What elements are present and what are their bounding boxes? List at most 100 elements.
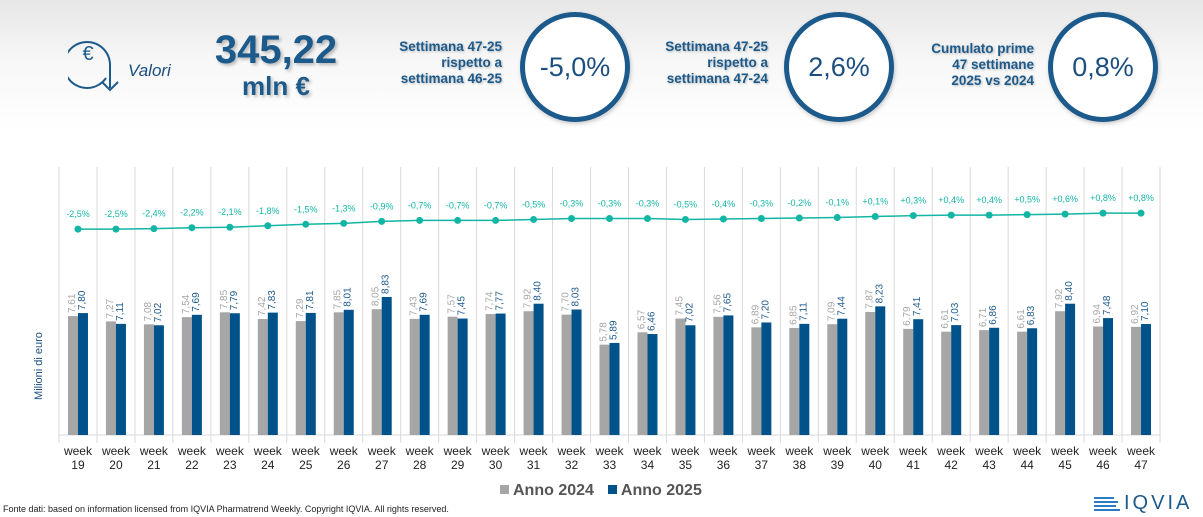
- x-tick-label: week: [860, 444, 890, 458]
- bar-label-2025: 7,10: [1140, 301, 1151, 321]
- cumulative-line: -2,5% -2,5% -2,4% -2,2% -2,1% -1,8% -1,5% -1,3%…: [66, 193, 1154, 233]
- x-tick-label: 36: [717, 458, 731, 472]
- kpi-label-cumulative: Cumulato prime 47 settimane 2025 vs 2024: [918, 41, 1034, 89]
- x-tick-label: 21: [147, 458, 161, 472]
- x-tick-label: 32: [565, 458, 579, 472]
- bar-2024: [751, 327, 762, 435]
- bar-2024: [143, 324, 154, 435]
- legend: Anno 2024 Anno 2025: [500, 482, 702, 500]
- bar-label-2024: 8,05: [371, 286, 382, 306]
- bar-2024: [181, 317, 192, 435]
- bar-2024: [637, 332, 648, 435]
- bar-2025: [457, 318, 468, 435]
- bar-2024: [219, 312, 230, 435]
- bar-label-2025: 7,81: [305, 290, 316, 310]
- bar-label-2024: 6,92: [1130, 304, 1141, 324]
- logo-lines-icon: [1094, 496, 1120, 511]
- bar-label-2025: 7,69: [191, 292, 202, 312]
- x-tick-label: 42: [945, 458, 959, 472]
- bar-label-2024: 7,70: [561, 292, 572, 312]
- x-tick-label: week: [253, 444, 283, 458]
- x-tick-label: week: [139, 444, 169, 458]
- line-point: [985, 211, 993, 219]
- kpi-label-line: Cumulato prime: [931, 41, 1034, 56]
- bar-2024: [561, 314, 572, 435]
- kpi-label-line: rispetto a: [707, 55, 768, 70]
- bar-label-2024: 7,92: [1054, 288, 1065, 308]
- kpi-label-line: Settimana 47-25: [399, 39, 502, 54]
- line-point: [1137, 209, 1145, 217]
- total-value-kpi: 345,22 mln €: [206, 28, 346, 100]
- bar-label-2024: 7,09: [826, 301, 837, 321]
- x-tick-label: 37: [755, 458, 769, 472]
- bar-label-2025: 5,89: [609, 320, 620, 340]
- line-point: [643, 214, 651, 222]
- line-label: -2,4%: [142, 209, 166, 219]
- bar-label-2024: 7,56: [712, 294, 723, 314]
- bar-label-2025: 7,11: [798, 302, 809, 321]
- bar-2024: [1131, 326, 1142, 435]
- kpi-label-line: 47 settimane: [952, 57, 1034, 72]
- line-point: [226, 223, 234, 231]
- legend-item-2024: Anno 2024: [500, 482, 594, 500]
- bar-2025: [875, 306, 886, 435]
- source-note: Fonte dati: based on information license…: [3, 504, 449, 514]
- x-tick-label: 47: [1134, 458, 1148, 472]
- line-label: -1,3%: [332, 203, 356, 213]
- line-label: +0,4%: [976, 195, 1002, 205]
- kpi-label-line: 2025 vs 2024: [951, 73, 1034, 88]
- line-label: -0,3%: [750, 198, 774, 208]
- bar-2024: [409, 318, 420, 435]
- bar-2024: [523, 311, 534, 435]
- bar-label-2024: 7,45: [674, 296, 685, 316]
- bar-2024: [447, 316, 458, 435]
- x-tick-label: 33: [603, 458, 617, 472]
- bar-label-2025: 7,02: [684, 302, 695, 322]
- svg-text:€: €: [82, 43, 93, 65]
- bar-2024: [827, 324, 838, 435]
- bar-2025: [913, 319, 924, 435]
- line-label: -0,3%: [560, 198, 584, 208]
- bar-label-2025: 7,02: [153, 302, 164, 322]
- x-tick-label: week: [936, 444, 966, 458]
- bar-2024: [105, 321, 116, 435]
- x-tick-label: week: [1050, 444, 1080, 458]
- x-tick-label: 31: [527, 458, 541, 472]
- bar-2024: [67, 316, 78, 435]
- x-tick-label: week: [670, 444, 700, 458]
- x-tick-label: week: [405, 444, 435, 458]
- x-tick-label: week: [898, 444, 928, 458]
- line-point: [112, 225, 120, 233]
- x-tick-label: week: [329, 444, 359, 458]
- kpi-label-week-vs-prev-year: Settimana 47-25 rispetto a settimana 47-…: [650, 39, 768, 87]
- bar-2025: [989, 327, 1000, 435]
- bar-2025: [267, 312, 278, 435]
- x-tick-label: week: [708, 444, 738, 458]
- bar-2024: [1017, 331, 1028, 435]
- x-tick-label: 27: [375, 458, 389, 472]
- line-point: [833, 214, 841, 222]
- line-label: -0,7%: [408, 200, 432, 210]
- bar-2025: [305, 312, 316, 435]
- bar-label-2024: 7,43: [409, 296, 420, 316]
- bar-2025: [419, 314, 430, 435]
- bar-2024: [333, 312, 344, 435]
- bar-2025: [1027, 328, 1038, 435]
- bar-2025: [1065, 303, 1076, 435]
- x-tick-label: 46: [1096, 458, 1110, 472]
- bar-label-2024: 6,61: [940, 309, 951, 329]
- kpi-label-line: Settimana 47-25: [665, 39, 768, 54]
- x-tick-label: week: [557, 444, 587, 458]
- bar-2025: [191, 314, 202, 435]
- bar-label-2025: 7,45: [457, 296, 468, 316]
- x-tick-label: week: [443, 444, 473, 458]
- legend-swatch-2024: [500, 485, 509, 494]
- bar-label-2025: 7,48: [1102, 295, 1113, 315]
- line-point: [1061, 210, 1069, 218]
- bar-label-2024: 7,85: [219, 289, 230, 309]
- line-point: [150, 225, 158, 233]
- bar-2025: [1103, 318, 1114, 435]
- bar-2025: [1141, 324, 1152, 435]
- x-tick-label: 38: [793, 458, 807, 472]
- bar-label-2025: 7,69: [419, 292, 430, 312]
